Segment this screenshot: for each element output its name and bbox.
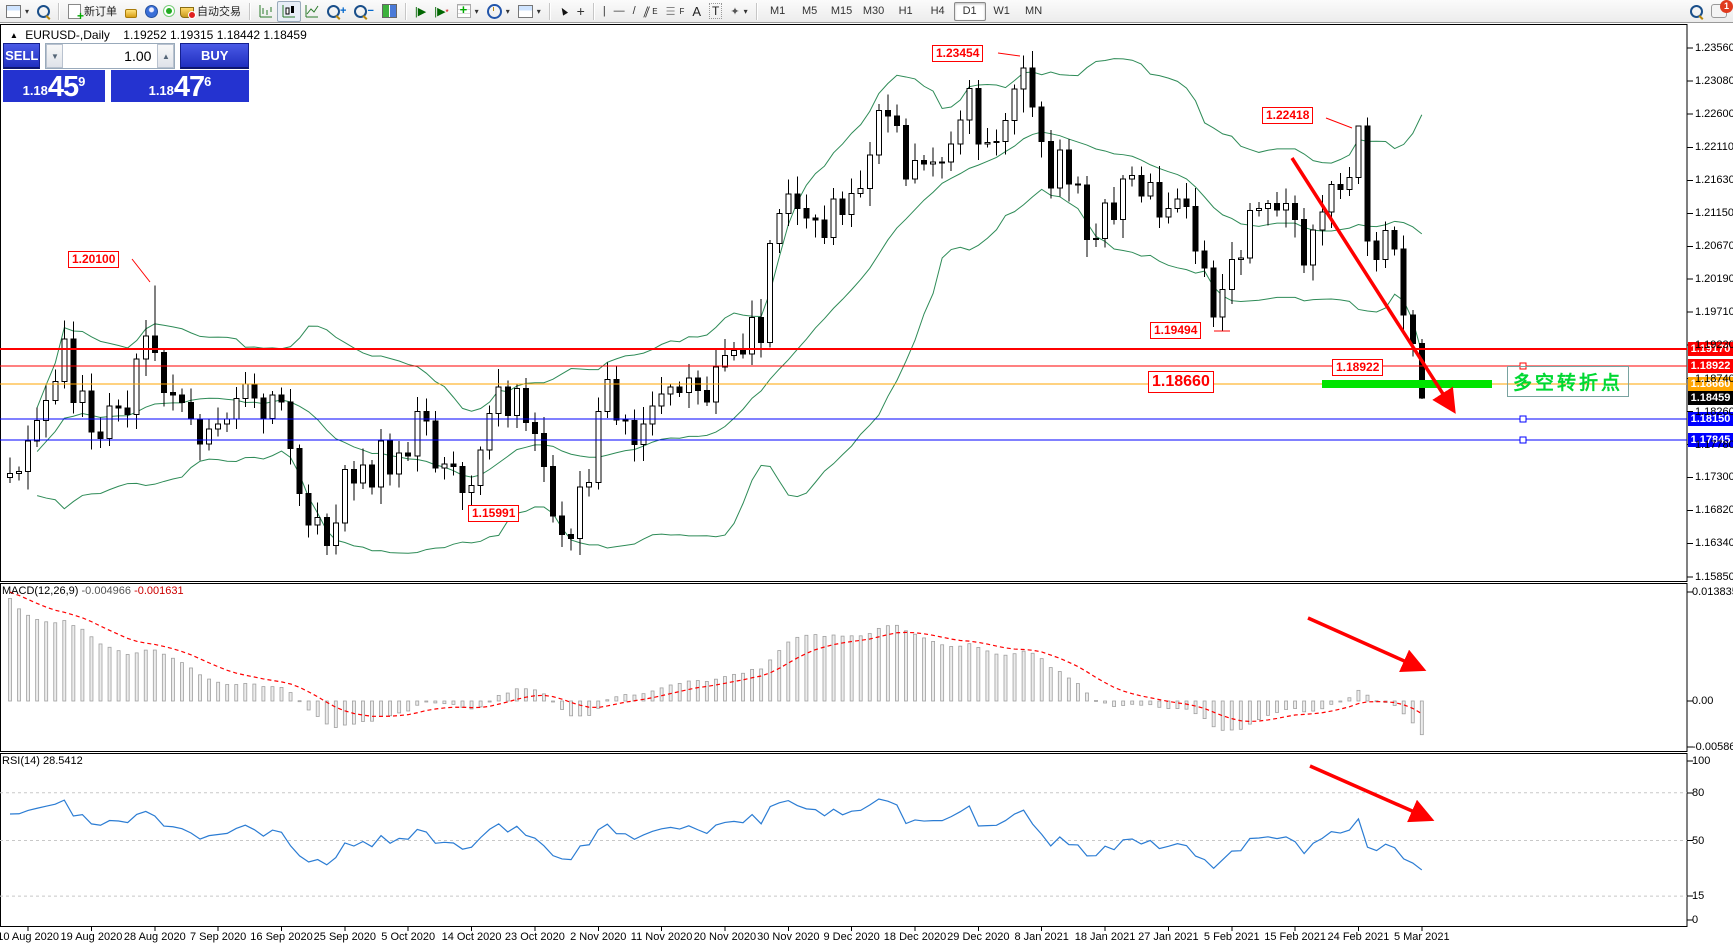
tab-m5[interactable]: M5 bbox=[801, 4, 818, 17]
crosshair-icon[interactable]: + bbox=[576, 3, 585, 19]
volume-up-button[interactable]: ▲ bbox=[157, 44, 175, 68]
red-down-arrow-1 bbox=[1307, 616, 1427, 673]
tab-d1[interactable]: D1 bbox=[953, 1, 986, 21]
search-icon[interactable] bbox=[1686, 2, 1707, 21]
toolbar-separator bbox=[592, 2, 595, 20]
panel-frames bbox=[0, 24, 1688, 927]
auto-trading-label: 自动交易 bbox=[197, 6, 242, 18]
auto-scroll-icon[interactable]: |▶* bbox=[434, 5, 449, 18]
new-order-label: 新订单 bbox=[84, 6, 118, 18]
new-order-icon bbox=[68, 3, 84, 23]
cursor-icon[interactable]: ▲ bbox=[555, 2, 572, 20]
notifications-icon[interactable]: 1 bbox=[1707, 0, 1733, 21]
price-annotation-1.15991[interactable]: 1.15991 bbox=[468, 505, 520, 522]
bar-chart-type-icon[interactable] bbox=[255, 2, 277, 21]
new-order-button[interactable]: 新订单 bbox=[64, 2, 121, 23]
auto-trading-button[interactable]: 自动交易 bbox=[176, 2, 245, 21]
red-down-arrow-0 bbox=[1290, 157, 1456, 414]
indicators-icon[interactable]: ▾ bbox=[453, 2, 483, 21]
line-chart-type-icon[interactable] bbox=[301, 2, 323, 21]
tab-m30[interactable]: M30 bbox=[862, 4, 885, 17]
bollinger-bands bbox=[36, 58, 1423, 554]
fibonacci-tool-icon[interactable]: ☰ F bbox=[665, 5, 685, 18]
toolbar-separator bbox=[755, 2, 758, 20]
volume-input[interactable] bbox=[63, 44, 158, 68]
price-annotation-1.23454[interactable]: 1.23454 bbox=[932, 45, 984, 62]
tab-m1[interactable]: M1 bbox=[769, 4, 786, 17]
buy-price-display[interactable]: 1.18 47 6 bbox=[111, 70, 249, 102]
chart-shift-icon[interactable]: |▶ bbox=[414, 5, 427, 18]
price-annotation-1.22418[interactable]: 1.22418 bbox=[1262, 107, 1314, 124]
price-annotation-1.20100[interactable]: 1.20100 bbox=[68, 251, 120, 268]
signals-icon[interactable] bbox=[162, 2, 176, 21]
axes bbox=[27, 47, 1693, 931]
zoom-in-icon[interactable]: + bbox=[323, 2, 350, 21]
tab-h1[interactable]: H1 bbox=[898, 4, 913, 17]
volume-down-button[interactable]: ▼ bbox=[46, 44, 64, 68]
sell-button[interactable]: SELL bbox=[3, 43, 41, 69]
horizontal-line-tool-icon[interactable]: — bbox=[613, 5, 625, 17]
periods-icon[interactable]: ▾ bbox=[483, 2, 514, 21]
main-toolbar: ▾ 新订单 自动交易 + − |▶ |▶* ▾ ▾ ▾ ▲ + | — / ∥E… bbox=[0, 0, 1733, 23]
red-down-arrow-2 bbox=[1309, 764, 1435, 823]
chart-window-icon[interactable]: ▾ bbox=[2, 2, 33, 21]
price-annotation-1.19494[interactable]: 1.19494 bbox=[1150, 322, 1202, 339]
tab-h4[interactable]: H4 bbox=[930, 4, 945, 17]
price-annotation-1.18922[interactable]: 1.18922 bbox=[1332, 359, 1384, 376]
tab-w1[interactable]: W1 bbox=[993, 4, 1010, 17]
toolbar-separator bbox=[249, 2, 252, 20]
community-icon[interactable] bbox=[141, 2, 162, 21]
toolbar-separator bbox=[58, 2, 61, 20]
zoom-out-icon[interactable]: − bbox=[350, 2, 377, 21]
trendline-tool-icon[interactable]: / bbox=[632, 5, 636, 17]
templates-icon[interactable]: ▾ bbox=[514, 2, 545, 21]
history-center-icon[interactable] bbox=[121, 2, 141, 21]
candlestick-chart-type-icon[interactable] bbox=[277, 0, 302, 22]
one-click-trading-panel: SELL ▼ ▲ BUY 1.18 45 9 1.18 47 6 bbox=[3, 43, 249, 102]
vertical-line-tool-icon[interactable]: | bbox=[602, 5, 606, 17]
toolbar-separator bbox=[404, 2, 407, 20]
sell-price-display[interactable]: 1.18 45 9 bbox=[3, 70, 105, 102]
tab-m15[interactable]: M15 bbox=[830, 4, 853, 17]
macd-indicator bbox=[8, 591, 1424, 736]
support-highlight-bar bbox=[1322, 380, 1492, 388]
tab-mn[interactable]: MN bbox=[1025, 4, 1043, 17]
text-tool-icon[interactable]: A bbox=[692, 3, 702, 19]
notification-badge: 1 bbox=[1720, 0, 1733, 13]
drawn-objects[interactable] bbox=[131, 52, 1492, 823]
market-watch-icon[interactable] bbox=[33, 2, 54, 21]
price-annotation-1.18660[interactable]: 1.18660 bbox=[1148, 371, 1214, 393]
toolbar-separator bbox=[548, 2, 551, 20]
auto-trading-icon bbox=[180, 7, 197, 19]
channel-tool-icon[interactable]: ∥ E bbox=[641, 5, 658, 18]
shapes-tool-icon[interactable]: ✦ ▾ bbox=[730, 5, 748, 18]
label-tool-icon[interactable]: T bbox=[705, 2, 726, 21]
rsi-indicator bbox=[0, 792, 1687, 897]
tile-windows-icon[interactable] bbox=[378, 2, 401, 21]
note-text-box[interactable]: 多空转折点 bbox=[1507, 366, 1630, 397]
buy-button[interactable]: BUY bbox=[180, 43, 249, 69]
